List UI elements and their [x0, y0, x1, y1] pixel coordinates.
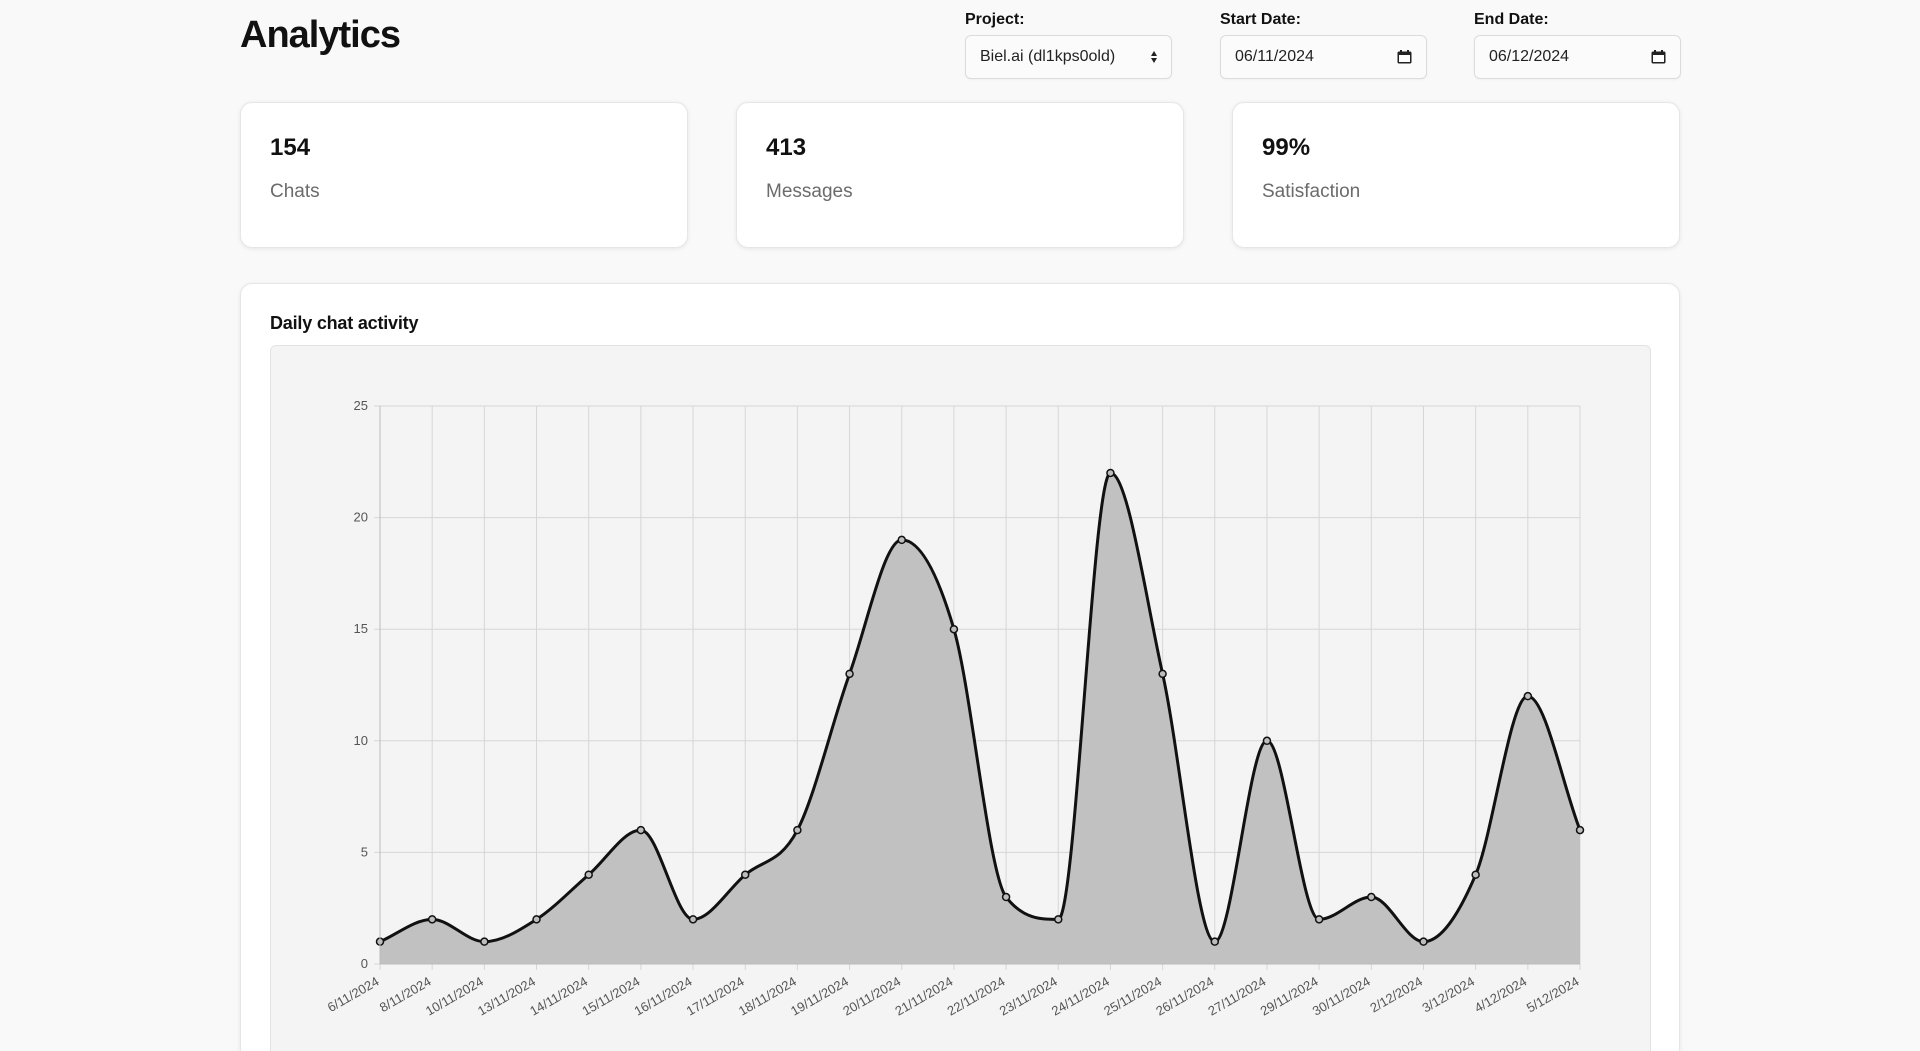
- x-tick-label: 4/12/2024: [1472, 974, 1530, 1016]
- data-point: [427, 915, 437, 924]
- y-tick-label: 20: [354, 510, 368, 525]
- data-point: [793, 825, 802, 835]
- y-tick-label: 25: [354, 398, 368, 413]
- data-point: [532, 915, 541, 924]
- daily-chat-activity-chart: 05101520256/11/20248/11/202410/11/202413…: [325, 398, 1585, 1019]
- calendar-icon[interactable]: [1397, 50, 1412, 64]
- x-tick-label: 14/11/2024: [527, 974, 590, 1019]
- data-point: [584, 870, 593, 879]
- stat-card-satisfaction: 99% Satisfaction: [1232, 102, 1680, 248]
- calendar-icon[interactable]: [1651, 50, 1666, 64]
- data-point: [897, 535, 906, 545]
- data-point: [636, 825, 646, 835]
- start-date-value: 06/11/2024: [1235, 48, 1314, 65]
- data-point: [1158, 669, 1167, 679]
- data-point: [1001, 892, 1011, 902]
- x-tick-label: 6/11/2024: [325, 974, 382, 1015]
- project-label: Project:: [965, 11, 1025, 28]
- x-tick-label: 21/11/2024: [892, 974, 955, 1019]
- stat-value: 99%: [1262, 134, 1311, 161]
- stat-card-messages: 413 Messages: [736, 102, 1184, 248]
- stat-value: 154: [270, 134, 311, 161]
- x-tick-label: 20/11/2024: [840, 974, 903, 1019]
- data-point: [1575, 825, 1585, 835]
- end-date-input[interactable]: 06/12/2024: [1474, 35, 1681, 79]
- data-point: [688, 915, 698, 924]
- select-arrows-icon: [1151, 51, 1157, 63]
- x-tick-label: 23/11/2024: [997, 974, 1060, 1019]
- data-point: [1262, 736, 1272, 746]
- x-tick-label: 25/11/2024: [1101, 974, 1164, 1019]
- chart-area: 0 5 10 15 20 25 6/11/2024 8/11/2024 10/11/2024 13…: [270, 345, 1651, 1051]
- x-tick-label: 19/11/2024: [788, 974, 851, 1019]
- x-tick-label: 24/11/2024: [1049, 974, 1112, 1019]
- start-date-input[interactable]: 06/11/2024: [1220, 35, 1427, 79]
- x-tick-label: 17/11/2024: [684, 974, 747, 1019]
- data-point: [480, 937, 489, 946]
- daily-chat-activity-panel: Daily chat activity 0 5 10 15 20 25 6/11/2024 8…: [240, 283, 1680, 1051]
- y-tick-label: 0: [361, 956, 368, 971]
- data-point: [1106, 468, 1115, 478]
- data-point: [1210, 937, 1220, 946]
- start-date-label: Start Date:: [1220, 11, 1301, 28]
- stat-label: Satisfaction: [1262, 181, 1361, 202]
- x-tick-label: 3/12/2024: [1420, 974, 1478, 1016]
- x-tick-label: 10/11/2024: [423, 974, 486, 1019]
- project-filter: Project: Biel.ai (dl1kps0old): [965, 11, 1172, 79]
- x-tick-label: 29/11/2024: [1258, 974, 1321, 1019]
- x-tick-label: 22/11/2024: [945, 974, 1008, 1019]
- y-tick-label: 10: [354, 733, 368, 748]
- stat-value: 413: [766, 134, 807, 161]
- page-title: Analytics: [240, 14, 401, 56]
- x-tick-label: 2/12/2024: [1367, 974, 1425, 1016]
- project-select-value: Biel.ai (dl1kps0old): [980, 48, 1116, 65]
- project-select[interactable]: Biel.ai (dl1kps0old): [965, 35, 1172, 79]
- y-tick-label: 15: [354, 621, 368, 636]
- start-date-filter: Start Date: 06/11/2024: [1220, 11, 1427, 79]
- data-point: [949, 624, 959, 634]
- data-point: [1471, 870, 1480, 879]
- data-point: [1314, 915, 1324, 924]
- x-tick-label: 30/11/2024: [1310, 974, 1373, 1019]
- x-tick-label: 18/11/2024: [736, 974, 799, 1019]
- data-point: [1367, 892, 1376, 902]
- x-tick-label: 13/11/2024: [475, 974, 538, 1019]
- series-area: [380, 472, 1580, 964]
- stat-label: Chats: [270, 181, 320, 202]
- x-tick-label: 15/11/2024: [579, 974, 642, 1019]
- chart-title: Daily chat activity: [270, 313, 419, 333]
- x-tick-label: 27/11/2024: [1205, 974, 1268, 1019]
- x-tick-label: 5/12/2024: [1524, 974, 1582, 1016]
- end-date-filter: End Date: 06/12/2024: [1474, 11, 1681, 79]
- data-point: [1419, 937, 1428, 946]
- data-point: [1054, 915, 1063, 924]
- data-point: [845, 669, 854, 679]
- x-tick-label: 26/11/2024: [1153, 974, 1216, 1019]
- end-date-label: End Date:: [1474, 11, 1549, 28]
- data-point: [1523, 691, 1533, 701]
- stat-label: Messages: [766, 181, 853, 202]
- end-date-value: 06/12/2024: [1489, 48, 1570, 65]
- y-tick-label: 5: [361, 844, 368, 859]
- stat-card-chats: 154 Chats: [240, 102, 688, 248]
- data-point: [740, 870, 750, 879]
- x-tick-label: 16/11/2024: [632, 974, 695, 1019]
